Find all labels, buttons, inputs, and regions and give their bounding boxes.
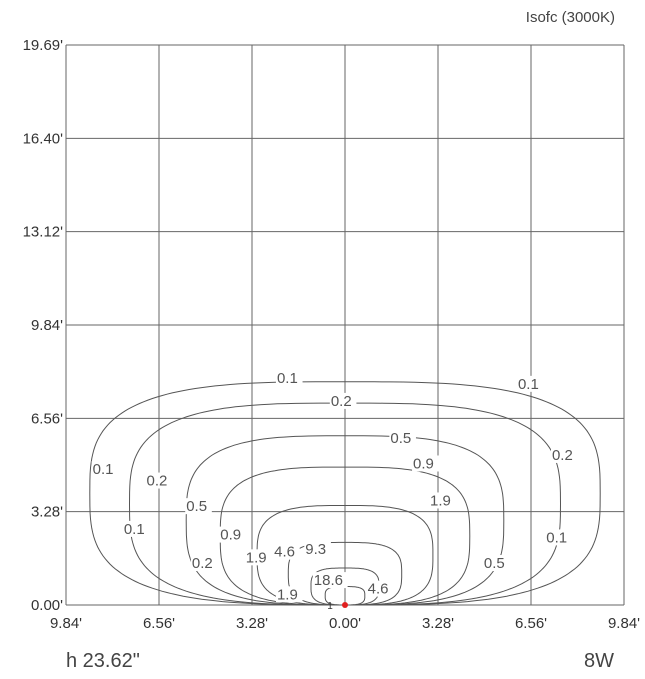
contour-label: 0.5 [390,430,411,447]
contour-label: 0.5 [484,555,505,572]
contour-label-bg [190,555,218,572]
x-tick-label: 6.56' [515,615,547,632]
contour-label-bg [516,375,544,392]
origin-marker [342,602,348,608]
wattage-label: 8W [584,650,614,672]
y-tick-label: 3.28' [31,504,63,521]
contour-label-bg [275,370,303,387]
contour-label-bg [312,572,348,589]
contour-label-bg [219,526,246,543]
contour-label: 0.1 [124,521,145,538]
contour-label-bg [304,540,331,557]
contour-label-bg [244,549,272,566]
y-axis-ticks: 0.00' 3.28' 6.56' 9.84' 13.12' 16.40' 19.69' [23,37,64,614]
origin-marker-label: 1 [327,601,333,612]
y-tick-label: 13.12' [23,224,64,241]
contour-label-bg [122,520,150,537]
y-tick-label: 19.69' [23,37,64,54]
contour-label: 0.9 [220,527,241,544]
mounting-height-label: h 23.62" [66,650,140,672]
contour-label-bg [275,586,303,603]
y-tick-label: 9.84' [31,317,63,334]
y-tick-label: 6.56' [31,410,63,427]
contour-label: 0.1 [93,461,114,478]
contour-label-bg [185,498,212,515]
contour-label: 1.9 [277,586,298,603]
contour-label: 18.6 [314,572,343,589]
x-tick-label: 0.00' [329,615,361,632]
x-tick-label: 3.28' [236,615,268,632]
contour-label-bg [273,543,300,560]
contour-0-1 [89,381,601,606]
contour-label-bg [412,455,439,472]
x-tick-label: 3.28' [422,615,454,632]
contour-label: 9.3 [305,541,326,558]
contour-label-bg [550,446,578,463]
chart-grid [65,44,625,606]
contour-4-6 [287,541,403,606]
chart-title: Isofc (3000K) [526,9,615,26]
contour-label: 0.9 [413,455,434,472]
x-axis-ticks: 9.84' 6.56' 3.28' 0.00' 3.28' 6.56' 9.84' [50,615,640,632]
contour-label: 0.2 [552,447,573,464]
contour-label: 0.2 [147,473,168,490]
contour-label: 4.6 [274,544,295,561]
contour-labels: 0.1 0.10.10.10.10.20.20.20.20.50.50.50.90… [91,370,578,603]
x-tick-label: 9.84' [608,615,640,632]
x-tick-label: 6.56' [143,615,175,632]
contour-label: 0.1 [518,376,539,393]
y-tick-label: 0.00' [31,597,63,614]
contour-label-bg [429,492,456,509]
contour-9-3 [310,567,380,606]
contour-label-bg [482,555,510,572]
x-tick-label: 9.84' [50,615,82,632]
contour-label: 0.2 [192,555,213,572]
contour-label: 1.9 [246,549,267,566]
contour-18-6 [324,586,366,606]
contour-label: 4.6 [368,581,389,598]
contour-label: 0.1 [277,370,298,387]
contour-label-bg [145,472,173,489]
contour-label-bg [389,429,416,446]
y-tick-label: 16.40' [23,130,64,147]
contour-label: 0.1 [546,529,567,546]
contour-label-bg [329,392,357,409]
contour-label: 1.9 [430,492,451,509]
contour-0-5 [185,435,505,606]
contour-0-2 [128,402,562,606]
contour-label-bg [545,529,572,546]
contour-label: 0.5 [186,498,207,515]
contour-label: 0.2 [331,393,352,410]
contour-label-bg [366,580,394,597]
contour-label-bg [91,461,119,478]
